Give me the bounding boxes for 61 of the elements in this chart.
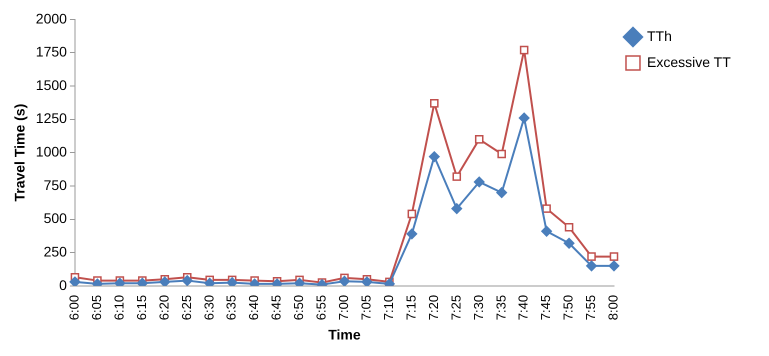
x-tick-label: 7:40: [516, 294, 531, 320]
y-tick-label: 1250: [36, 110, 68, 126]
x-tick-label: 6:25: [178, 294, 194, 320]
point: [587, 252, 596, 261]
point: [474, 176, 485, 188]
x-tick-label: 6:15: [134, 294, 149, 320]
x-tick-label: 6:10: [111, 294, 126, 320]
point: [497, 150, 506, 158]
x-tick-label: 6:55: [314, 294, 329, 320]
x-tick-label: 6:45: [268, 294, 284, 320]
point: [408, 210, 416, 218]
x-tick-label: 7:15: [403, 294, 418, 320]
point: [474, 135, 484, 144]
x-tick-label: 7:10: [380, 294, 396, 320]
point: [586, 260, 598, 272]
point: [496, 187, 508, 198]
x-tick-label: 7:25: [448, 294, 464, 320]
y-tick-label: 1000: [36, 144, 68, 160]
x-tick-label: 6:50: [291, 294, 306, 320]
y-tick-label: 500: [44, 210, 68, 226]
x-tick-label: 8:00: [606, 294, 621, 320]
x-tick-label: 7:05: [358, 294, 374, 320]
x-axis-title: Time: [328, 326, 361, 342]
y-tick-label: 0: [59, 276, 68, 293]
point: [428, 151, 440, 162]
point: [541, 226, 552, 237]
x-tick-label: 7:20: [426, 294, 441, 320]
y-tick-label: 1500: [36, 76, 68, 93]
x-tick-label: 7:45: [538, 294, 554, 320]
x-tick-label: 6:00: [66, 294, 82, 320]
x-tick-label: 7:35: [493, 294, 508, 320]
y-axis-title: Travel Time (s): [11, 104, 28, 202]
y-tick-label: 250: [44, 243, 68, 260]
y-tick-label: 2000: [36, 10, 68, 26]
x-tick-label: 6:05: [88, 294, 104, 320]
point: [182, 275, 193, 286]
y-tick-label: 750: [44, 176, 68, 193]
point: [430, 99, 439, 108]
x-tick-label: 6:40: [246, 294, 262, 320]
point: [518, 112, 530, 124]
point: [406, 228, 418, 240]
x-tick-label: 7:30: [470, 294, 486, 320]
x-tick-label: 7:50: [560, 294, 576, 320]
legend-label: Excessive TT: [646, 54, 732, 70]
point: [564, 238, 575, 249]
x-tick-label: 7:00: [336, 294, 352, 320]
point: [564, 222, 574, 232]
y-tick-label: 1750: [36, 44, 68, 60]
x-tick-label: 6:35: [224, 294, 239, 320]
point: [452, 172, 462, 181]
x-tick-label: 6:30: [201, 294, 216, 320]
point: [520, 46, 528, 54]
point: [69, 276, 80, 286]
point: [608, 260, 620, 272]
point: [451, 203, 462, 214]
point: [542, 204, 551, 213]
point: [338, 276, 350, 286]
legend-label: TTh: [646, 28, 672, 44]
x-tick-label: 7:55: [583, 294, 598, 320]
point: [610, 252, 618, 261]
x-tick-label: 6:20: [156, 294, 172, 320]
